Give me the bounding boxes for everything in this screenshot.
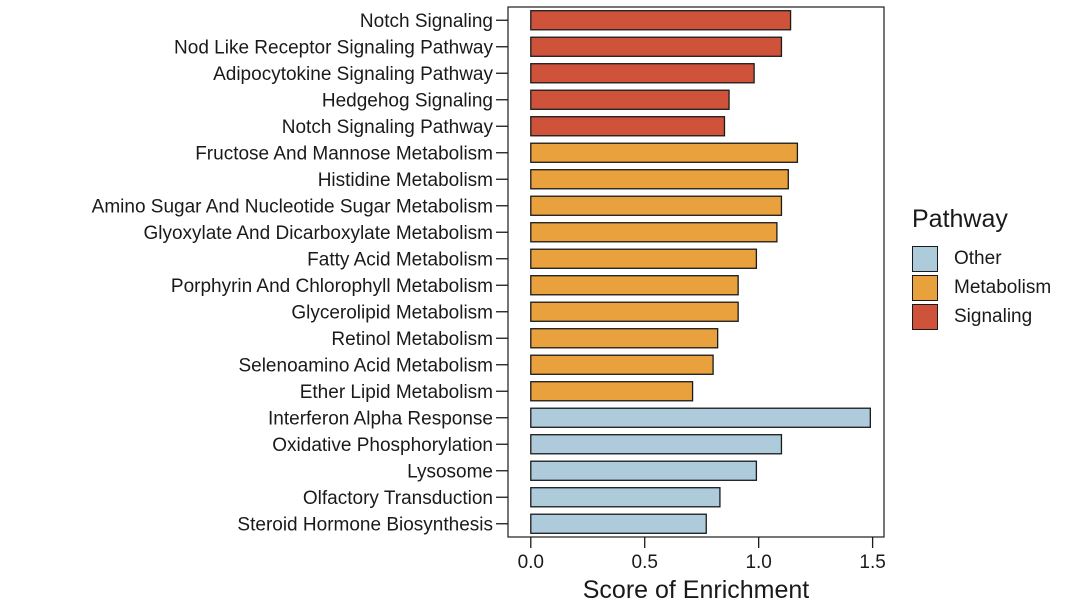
bar: [530, 195, 783, 216]
bar: [530, 89, 730, 110]
bar: [530, 36, 783, 57]
bar: [530, 63, 755, 84]
category-label: Ether Lipid Metabolism: [300, 382, 493, 403]
bar: [530, 328, 719, 349]
plot-frame: [507, 6, 885, 538]
x-axis: 0.0 0.5 1.0 1.5: [518, 537, 886, 573]
category-label: Interferon Alpha Response: [268, 408, 493, 429]
legend-swatch: [912, 274, 938, 301]
category-label: Notch Signaling Pathway: [282, 117, 494, 138]
bar: [530, 354, 714, 375]
category-label: Oxidative Phosphorylation: [272, 435, 493, 456]
legend-label: Signaling: [954, 305, 1033, 327]
legend-items: Other Metabolism Signaling: [912, 244, 1051, 331]
legend-swatch: [912, 245, 938, 272]
category-label: Fatty Acid Metabolism: [307, 249, 493, 270]
bar: [530, 275, 739, 296]
x-tick-label: 0.0: [518, 552, 544, 573]
legend-item: Signaling: [912, 302, 1051, 331]
x-tick-label: 1.0: [745, 552, 771, 573]
category-label: Adipocytokine Signaling Pathway: [213, 64, 493, 85]
bar: [530, 116, 726, 137]
legend-swatch: [912, 303, 938, 330]
category-label: Hedgehog Signaling: [322, 90, 493, 111]
bar: [530, 381, 694, 402]
category-label: Porphyrin And Chlorophyll Metabolism: [171, 276, 493, 297]
bar: [530, 407, 871, 428]
bars-layer: [530, 10, 871, 534]
bar: [530, 248, 758, 269]
bar: [530, 301, 739, 322]
category-label: Amino Sugar And Nucleotide Sugar Metabol…: [92, 196, 493, 217]
x-axis-title: Score of Enrichment: [583, 576, 810, 604]
legend-item: Other: [912, 244, 1051, 273]
category-label: Notch Signaling: [360, 11, 493, 32]
bar: [530, 434, 783, 455]
category-label: Olfactory Transduction: [303, 488, 493, 509]
x-tick-label: 0.5: [632, 552, 658, 573]
legend: Pathway Other Metabolism Signaling: [912, 205, 1051, 331]
category-label: Steroid Hormone Biosynthesis: [237, 514, 493, 535]
category-label: Selenoamino Acid Metabolism: [238, 355, 493, 376]
bar: [530, 487, 721, 508]
category-label: Retinol Metabolism: [331, 329, 493, 350]
legend-label: Metabolism: [954, 276, 1052, 298]
bar: [530, 10, 792, 31]
bar: [530, 222, 778, 243]
category-label: Lysosome: [407, 461, 493, 482]
category-label: Histidine Metabolism: [318, 170, 493, 191]
category-label: Nod Like Receptor Signaling Pathway: [174, 37, 493, 58]
bar: [530, 142, 799, 163]
bar: [530, 513, 707, 534]
bar: [530, 169, 789, 190]
legend-label: Other: [954, 247, 1002, 269]
category-labels: Notch Signaling Nod Like Receptor Signali…: [92, 11, 508, 535]
legend-title: Pathway: [912, 205, 1008, 233]
bar: [530, 460, 758, 481]
category-label: Fructose And Mannose Metabolism: [195, 143, 493, 164]
legend-item: Metabolism: [912, 273, 1051, 302]
category-label: Glycerolipid Metabolism: [291, 302, 493, 323]
x-tick-label: 1.5: [859, 552, 885, 573]
category-label: Glyoxylate And Dicarboxylate Metabolism: [143, 223, 493, 244]
